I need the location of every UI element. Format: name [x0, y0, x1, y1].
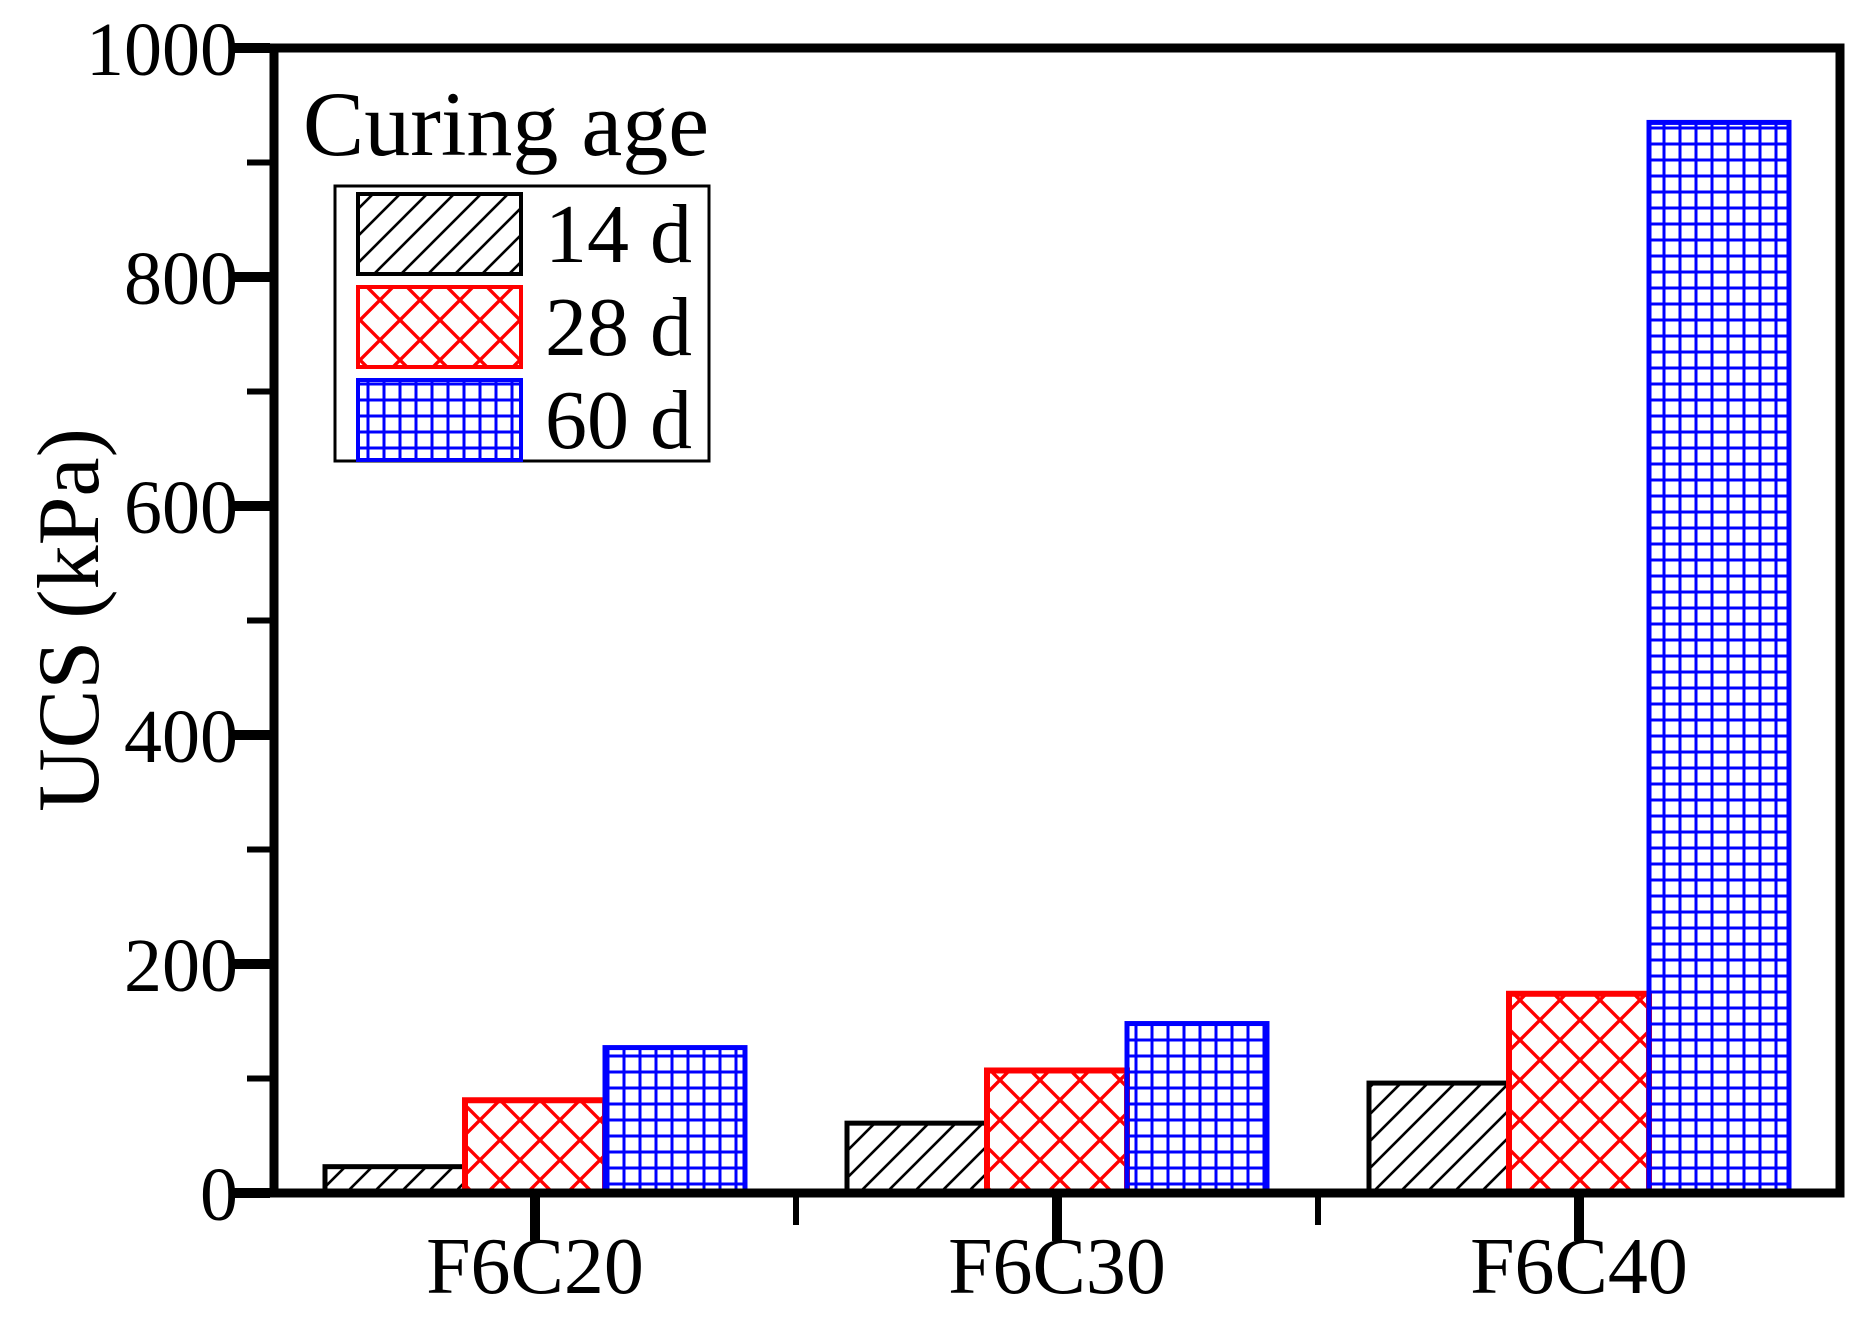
x-tick-label: F6C20 [426, 1223, 644, 1311]
bar-F6C40-14d [1366, 1080, 1512, 1196]
y-tick-label: 200 [124, 924, 238, 1008]
legend-swatch-14d [356, 192, 523, 276]
legend-label-14d: 14 d [545, 188, 692, 281]
y-axis-title: UCS (kPa) [21, 428, 118, 812]
bar-F6C20-60d [602, 1045, 748, 1196]
legend-label-28d: 28 d [545, 281, 692, 374]
x-tick-label: F6C40 [1470, 1223, 1688, 1311]
bar-F6C40-28d [1506, 990, 1652, 1197]
tick-labels-layer: 0 200 400 600 800 1000 F6C20 F6C30 F6C40 [86, 8, 1688, 1311]
legend-title: Curing age [303, 73, 709, 175]
y-tick-label: 400 [124, 695, 238, 779]
legend: Curing age 14 d28 d60 d [303, 73, 711, 467]
bar-F6C30-60d [1124, 1021, 1270, 1196]
y-tick-label: 0 [200, 1153, 238, 1237]
bar-F6C30-28d [984, 1067, 1130, 1196]
bar-F6C40-60d [1646, 119, 1792, 1196]
plot-frame [269, 43, 1845, 1198]
bar-F6C30-14d [844, 1120, 990, 1196]
y-tick-label: 800 [124, 237, 238, 321]
ticks-layer [230, 43, 1584, 1241]
bar-F6C20-28d [462, 1097, 608, 1197]
x-tick-label: F6C30 [948, 1223, 1166, 1311]
legend-swatch-28d [356, 285, 523, 369]
legend-swatch-60d [356, 378, 523, 462]
legend-entries: 14 d28 d60 d [356, 188, 692, 467]
y-tick-label: 1000 [86, 8, 238, 92]
y-tick-label: 600 [124, 466, 238, 550]
legend-label-60d: 60 d [545, 374, 692, 467]
